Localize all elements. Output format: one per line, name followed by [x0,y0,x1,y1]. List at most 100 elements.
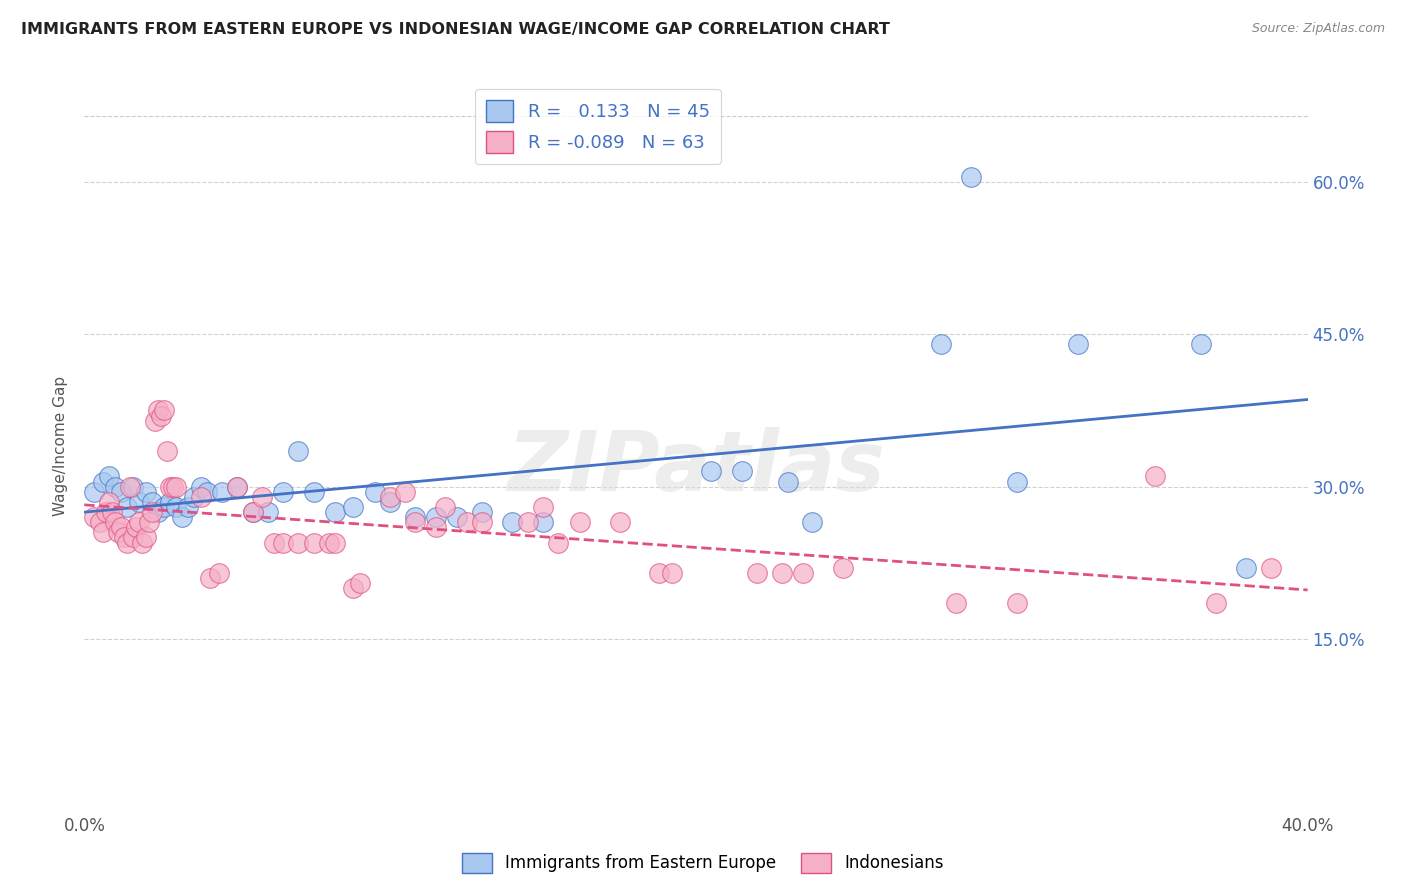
Point [195,484,218,499]
Point [112,530,135,544]
Point [83,510,105,524]
Point [776,475,799,489]
Text: IMMIGRANTS FROM EASTERN EUROPE VS INDONESIAN WAGE/INCOME GAP CORRELATION CHART: IMMIGRANTS FROM EASTERN EUROPE VS INDONE… [21,22,890,37]
Point [287,444,309,458]
Point [568,515,591,529]
Point [731,464,754,478]
Legend: Immigrants from Eastern Europe, Indonesians: Immigrants from Eastern Europe, Indonesi… [456,847,950,880]
Point [945,597,967,611]
Point [287,535,309,549]
Point [446,510,468,524]
Point [208,566,231,580]
Point [128,495,150,509]
Point [242,505,264,519]
Point [141,495,163,509]
Point [94,505,117,519]
Point [648,566,671,580]
Point [531,500,554,514]
Point [271,484,294,499]
Point [263,535,285,549]
Point [135,530,157,544]
Point [323,535,346,549]
Point [700,464,723,478]
Point [172,510,194,524]
Point [302,484,325,499]
Point [1260,561,1282,575]
Point [302,535,325,549]
Point [146,403,169,417]
Point [271,535,294,549]
Point [226,480,249,494]
Point [115,535,138,549]
Point [104,515,127,529]
Point [364,484,387,499]
Point [149,409,172,423]
Point [747,566,769,580]
Point [831,561,853,575]
Point [146,505,169,519]
Point [165,500,187,514]
Point [661,566,683,580]
Point [404,515,426,529]
Point [135,484,157,499]
Point [242,505,264,519]
Point [342,581,364,595]
Point [434,500,457,514]
Text: ZIPatlas: ZIPatlas [508,427,884,508]
Point [89,515,111,529]
Legend: R =   0.133   N = 45, R = -0.089   N = 63: R = 0.133 N = 45, R = -0.089 N = 63 [475,89,721,164]
Point [609,515,631,529]
Point [91,525,114,540]
Point [131,535,153,549]
Point [342,500,364,514]
Point [101,505,124,519]
Point [110,520,132,534]
Point [153,403,176,417]
Point [425,520,447,534]
Point [153,500,176,514]
Point [1005,475,1028,489]
Point [792,566,814,580]
Point [349,576,371,591]
Point [156,444,179,458]
Point [177,500,200,514]
Point [456,515,478,529]
Point [115,500,138,514]
Point [198,571,221,585]
Point [547,535,569,549]
Point [323,505,346,519]
Point [97,495,120,509]
Point [128,515,150,529]
Point [380,495,402,509]
Point [929,337,952,351]
Point [107,525,129,540]
Point [1236,561,1258,575]
Point [404,510,426,524]
Point [211,484,233,499]
Point [1143,469,1166,483]
Point [1205,597,1227,611]
Point [122,530,145,544]
Point [257,505,280,519]
Point [183,490,205,504]
Point [138,515,160,529]
Point [120,480,142,494]
Point [165,480,187,494]
Point [380,490,402,504]
Point [770,566,793,580]
Point [97,469,120,483]
Point [143,414,166,428]
Point [425,510,447,524]
Point [190,490,212,504]
Point [1005,597,1028,611]
Text: Source: ZipAtlas.com: Source: ZipAtlas.com [1251,22,1385,36]
Point [394,484,416,499]
Point [471,505,494,519]
Point [125,520,148,534]
Point [91,475,114,489]
Point [122,480,145,494]
Point [141,505,163,519]
Point [110,484,132,499]
Point [1189,337,1212,351]
Point [801,515,824,529]
